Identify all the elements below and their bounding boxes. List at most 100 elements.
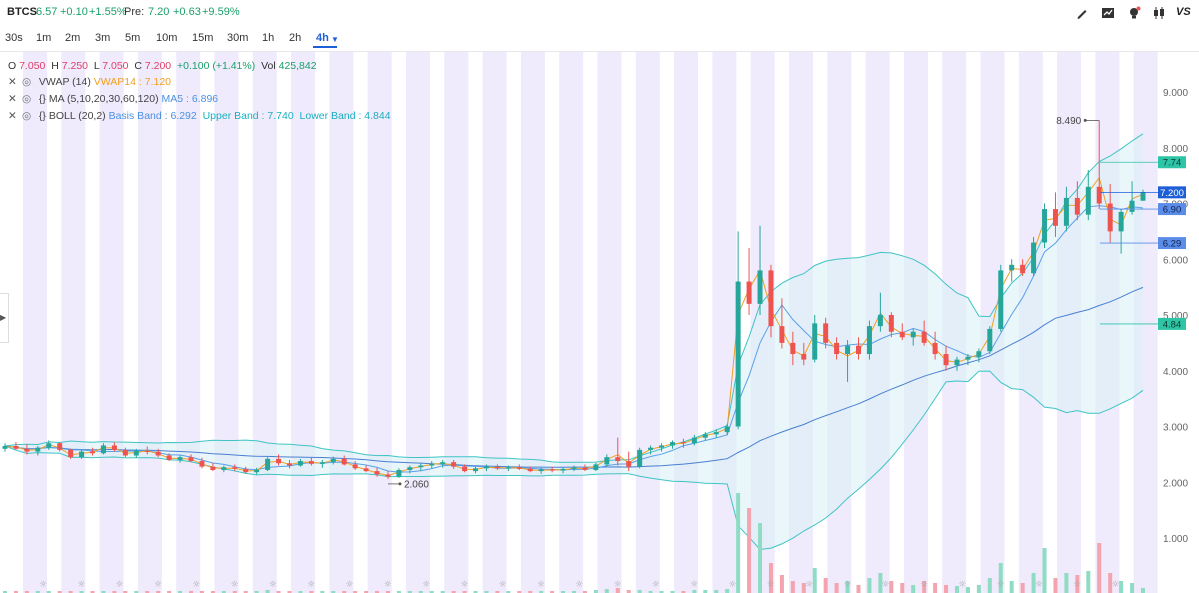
volume-bar <box>604 589 609 593</box>
candle-body <box>352 464 358 469</box>
volume-bar <box>232 591 237 593</box>
ticker-change-pct: +1.55% <box>89 6 127 18</box>
vs-button[interactable]: VS <box>1176 6 1191 18</box>
volume-bar <box>922 581 927 593</box>
alert-bulb-icon[interactable] <box>1127 6 1141 20</box>
tab-2m[interactable]: 2m <box>65 32 81 44</box>
y-tick-label: 6.000 <box>1163 255 1188 266</box>
close-icon[interactable]: ✕ <box>8 93 17 105</box>
candle-body <box>746 281 752 304</box>
volume-bar <box>1097 543 1102 593</box>
session-sun-icon: ☼ <box>307 580 315 590</box>
price-tag <box>1158 186 1186 199</box>
low-value: 7.050 <box>102 60 129 72</box>
tab-4h[interactable]: 4h <box>316 32 329 44</box>
volume-bar <box>331 591 336 593</box>
volume-bar <box>418 591 423 593</box>
tab-10m[interactable]: 10m <box>156 32 178 44</box>
candle-body <box>1129 200 1135 212</box>
volume-bar <box>134 591 139 593</box>
volume-bar <box>561 591 566 593</box>
candle-body <box>702 434 708 438</box>
chevron-down-icon[interactable]: ▼ <box>331 35 339 44</box>
volume-bar <box>593 590 598 593</box>
volume-bar <box>1042 548 1047 593</box>
session-stripe <box>252 52 277 593</box>
tab-3m[interactable]: 3m <box>95 32 111 44</box>
volume-bar <box>954 586 959 593</box>
candle-body <box>768 270 774 327</box>
y-tick-label: 9.000 <box>1163 88 1188 99</box>
candle-body <box>735 281 741 427</box>
volume-bar <box>254 591 259 593</box>
volume-bar <box>506 591 511 593</box>
candle-body <box>648 447 654 450</box>
volume-bar <box>1020 583 1025 593</box>
volume-bar <box>790 581 795 593</box>
tab-15m[interactable]: 15m <box>192 32 214 44</box>
session-stripe <box>99 52 124 593</box>
y-tick-label: 5.000 <box>1163 311 1188 322</box>
candles-icon[interactable] <box>1152 6 1166 20</box>
tab-5m[interactable]: 5m <box>125 32 141 44</box>
close-icon[interactable]: ✕ <box>8 110 17 122</box>
pre-price: 7.20 <box>148 6 170 18</box>
volume-bar <box>692 590 697 593</box>
tab-2h[interactable]: 2h <box>289 32 302 44</box>
chart-type-icon[interactable] <box>1101 6 1115 20</box>
session-stripe <box>214 52 239 593</box>
candle-body <box>451 462 457 467</box>
volume-bar <box>156 591 161 593</box>
volume-bar <box>375 591 380 593</box>
eye-icon[interactable]: ◎ <box>22 110 32 122</box>
expand-panel-handle[interactable]: ▶ <box>0 293 9 343</box>
session-sun-icon: ☼ <box>39 580 47 590</box>
candle-body <box>79 451 85 458</box>
close-label: C <box>134 60 142 72</box>
volume-bar <box>112 591 117 593</box>
pencil-icon[interactable] <box>1075 6 1089 20</box>
volume-bar <box>396 591 401 593</box>
volume-bar <box>517 591 522 593</box>
tab-30m[interactable]: 30m <box>227 32 249 44</box>
volume-bar <box>309 591 314 593</box>
eye-icon[interactable]: ◎ <box>22 93 32 105</box>
volume-bar <box>462 591 467 593</box>
volume-bar <box>856 585 861 593</box>
pre-label: Pre: <box>124 6 145 18</box>
candle-body <box>680 442 686 444</box>
candle-body <box>571 467 577 469</box>
volume-bar <box>801 583 806 593</box>
ticker-symbol[interactable]: BTCS <box>7 6 37 18</box>
candle-body <box>866 326 872 355</box>
close-icon[interactable]: ✕ <box>8 76 17 88</box>
volume-bar <box>451 591 456 593</box>
candle-body <box>90 451 96 454</box>
candle-body <box>188 457 194 462</box>
price-chart[interactable]: 1.0002.0003.0004.0005.0006.0007.0008.000… <box>0 52 1199 593</box>
session-sun-icon: ☼ <box>269 580 277 590</box>
volume-bar <box>648 591 653 593</box>
tab-1h[interactable]: 1h <box>262 32 275 44</box>
session-sun-icon: ☼ <box>499 580 507 590</box>
change-value: +0.100 (+1.41%) <box>177 60 256 72</box>
volume-bar <box>90 591 95 593</box>
volume-bar <box>199 591 204 593</box>
candle-body <box>177 457 183 460</box>
volume-bar <box>637 590 642 593</box>
eye-icon[interactable]: ◎ <box>22 76 32 88</box>
candle-body <box>812 323 818 360</box>
tab-30s[interactable]: 30s <box>5 32 23 44</box>
candle-body <box>418 465 424 468</box>
volume-bar <box>353 591 358 593</box>
volume-bar <box>1108 573 1113 593</box>
session-sun-icon: ☼ <box>690 580 698 590</box>
volume-bar <box>123 591 128 593</box>
volume-bar <box>539 591 544 593</box>
session-stripe <box>444 52 469 593</box>
chart-canvas[interactable]: 1.0002.0003.0004.0005.0006.0007.0008.000… <box>0 52 1199 593</box>
volume-bar <box>889 581 894 593</box>
tab-1m[interactable]: 1m <box>36 32 52 44</box>
candle-body <box>965 356 971 360</box>
candle-body <box>954 359 960 366</box>
